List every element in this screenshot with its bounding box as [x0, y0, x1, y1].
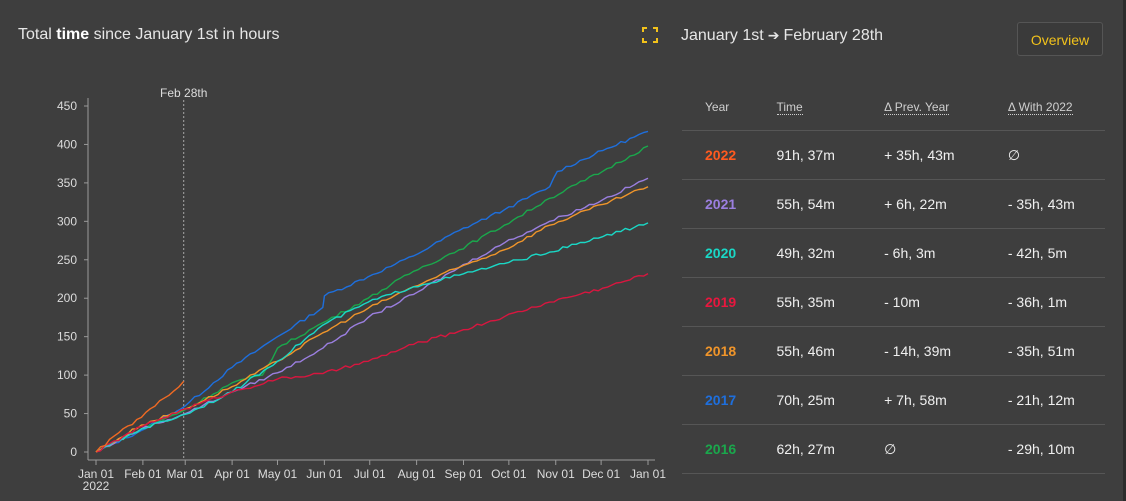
cell-with-2022-delta: - 36h, 1m [985, 277, 1105, 327]
cell-prev-year-delta: - 10m [862, 277, 986, 327]
cell-time: 91h, 37m [754, 130, 863, 180]
title-bold-word: time [56, 26, 90, 43]
y-tick-label: 100 [57, 368, 77, 382]
y-tick-label: 400 [57, 137, 77, 151]
cell-prev-year-delta: + 6h, 22m [862, 179, 986, 229]
x-tick-label: Dec 01 [582, 467, 620, 481]
x-tick-label: Sep 01 [444, 467, 482, 481]
series-line-2020 [95, 222, 649, 453]
cell-with-2022-delta: - 29h, 10m [985, 424, 1105, 474]
column-header-year[interactable]: Year [682, 83, 755, 131]
marker-label: Feb 28th [160, 86, 207, 100]
title-suffix: since January 1st in hours [89, 26, 280, 43]
table-row: 2022 91h, 37m + 35h, 43m ∅ [682, 130, 1105, 180]
x-tick-label: Apr 01 [214, 467, 250, 481]
series-line-2021 [95, 177, 649, 453]
x-tick-label: Oct 01 [491, 467, 527, 481]
cell-with-2022-delta: - 35h, 43m [985, 179, 1105, 229]
cell-time: 49h, 32m [754, 228, 863, 278]
cell-time: 62h, 27m [754, 424, 863, 474]
column-header-time[interactable]: Time [754, 83, 863, 131]
cell-time: 55h, 54m [754, 179, 863, 229]
table-row: 2017 70h, 25m + 7h, 58m - 21h, 12m [682, 375, 1105, 425]
fullscreen-icon-glyph [642, 27, 658, 43]
cell-year: 2017 [682, 375, 755, 425]
cell-time: 55h, 35m [754, 277, 863, 327]
y-tick-label: 450 [57, 99, 77, 113]
cell-time: 70h, 25m [754, 375, 863, 425]
title-prefix: Total [18, 26, 57, 43]
cell-year: 2016 [682, 424, 755, 474]
cell-prev-year-delta: - 14h, 39m [862, 326, 986, 376]
table-row: 2019 55h, 35m - 10m - 36h, 1m [682, 277, 1105, 327]
x-tick-label: Jan 01 [78, 467, 114, 481]
y-tick-label: 0 [70, 445, 77, 459]
y-tick-label: 300 [57, 214, 77, 228]
table-row: 2021 55h, 54m + 6h, 22m - 35h, 43m [682, 179, 1105, 229]
y-tick-label: 150 [57, 330, 77, 344]
arrow-right-icon: ➔ [767, 27, 780, 43]
cell-year: 2020 [682, 228, 755, 278]
table-body: 2022 91h, 37m + 35h, 43m ∅ 2021 55h, 54m + 6h,… [682, 130, 1105, 474]
cell-year: 2018 [682, 326, 755, 376]
y-tick-label: 250 [57, 253, 77, 267]
x-tick-label: Nov 01 [537, 467, 575, 481]
column-header-with-2022[interactable]: Δ With 2022 [985, 83, 1105, 131]
cell-prev-year-delta: ∅ [862, 424, 986, 474]
cell-with-2022-delta: ∅ [985, 130, 1105, 180]
cell-prev-year-delta: - 6h, 3m [862, 228, 986, 278]
y-tick-label: 50 [64, 407, 78, 421]
x-sub-label-year: 2022 [83, 479, 110, 493]
y-tick-label: 350 [57, 176, 77, 190]
x-tick-label: Feb 01 [124, 467, 162, 481]
column-header-prev-year-label: Δ Prev. Year [884, 99, 950, 115]
cell-with-2022-delta: - 35h, 51m [985, 326, 1105, 376]
x-tick-label: Jul 01 [354, 467, 386, 481]
x-tick-label: May 01 [258, 467, 298, 481]
table-row: 2016 62h, 27m ∅ - 29h, 10m [682, 424, 1105, 474]
series-line-2016 [95, 145, 649, 453]
y-tick-label: 200 [57, 291, 77, 305]
range-end: February 28th [783, 27, 884, 44]
column-header-with-2022-label: Δ With 2022 [1007, 99, 1073, 115]
series-line-2022 [95, 380, 185, 453]
x-tick-label: Mar 01 [167, 467, 205, 481]
cell-with-2022-delta: - 21h, 12m [985, 375, 1105, 425]
series-line-2019 [95, 272, 649, 453]
cell-year: 2019 [682, 277, 755, 327]
range-start: January 1st [681, 27, 764, 44]
table-row: 2020 49h, 32m - 6h, 3m - 42h, 5m [682, 228, 1105, 278]
x-tick-label: Aug 01 [398, 467, 436, 481]
table-header-row: Year Time Δ Prev. Year Δ With 2022 [682, 83, 1105, 131]
cell-year: 2021 [682, 179, 755, 229]
cell-time: 55h, 46m [754, 326, 863, 376]
column-header-prev-year[interactable]: Δ Prev. Year [862, 83, 986, 131]
series-line-2017 [95, 130, 649, 453]
year-comparison-table: Year Time Δ Prev. Year Δ With 2022 2022 9… [682, 83, 1105, 474]
date-range: January 1st ➔ February 28th [681, 27, 883, 45]
cell-with-2022-delta: - 42h, 5m [985, 228, 1105, 278]
right-edge [1123, 0, 1126, 501]
column-header-time-label: Time [776, 99, 803, 115]
cell-prev-year-delta: + 35h, 43m [862, 130, 986, 180]
x-tick-label: Jun 01 [306, 467, 342, 481]
chart-title: Total time since January 1st in hours [18, 26, 279, 44]
table-row: 2018 55h, 46m - 14h, 39m - 35h, 51m [682, 326, 1105, 376]
overview-button[interactable]: Overview [1017, 22, 1103, 56]
x-tick-label: Jan 01 [630, 467, 666, 481]
cell-year: 2022 [682, 130, 755, 180]
cell-prev-year-delta: + 7h, 58m [862, 375, 986, 425]
cumulative-time-chart: 0 50 100 150 200 250 300 350 400 450 Jan 01 Feb 01 M… [57, 86, 666, 493]
fullscreen-icon[interactable] [642, 27, 658, 43]
